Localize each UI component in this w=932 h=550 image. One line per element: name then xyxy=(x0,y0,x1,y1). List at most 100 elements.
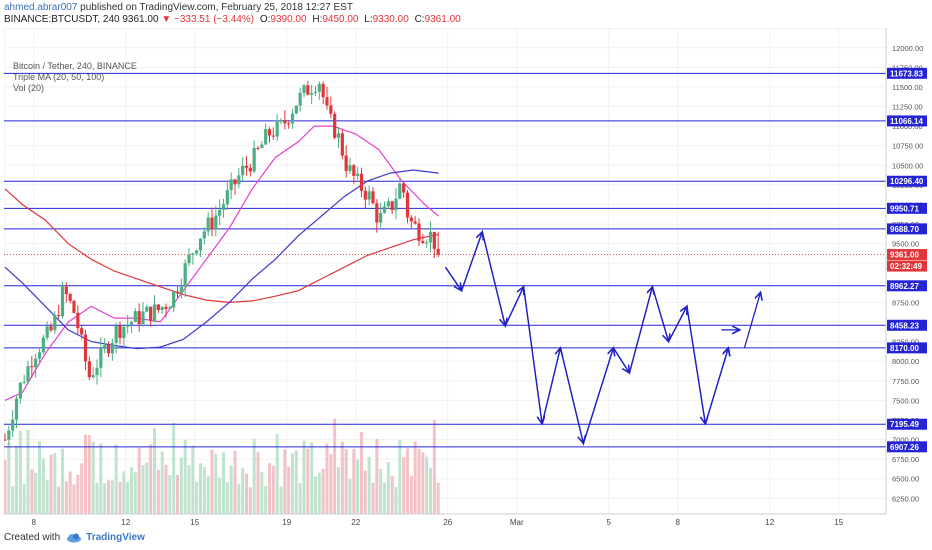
projection-segment xyxy=(559,347,583,444)
volume-bar xyxy=(245,473,248,514)
candle-body xyxy=(214,215,218,230)
volume-bar xyxy=(379,468,383,514)
candle-body xyxy=(129,321,134,325)
volume-bar xyxy=(30,469,34,514)
candle-body xyxy=(241,165,245,176)
candle-body xyxy=(18,382,22,399)
candle-body xyxy=(279,120,283,122)
footer: Created with TradingView xyxy=(4,532,145,543)
projection-segment xyxy=(444,266,461,291)
chart-legend: Bitcoin / Tether, 240, BINANCE Triple MA… xyxy=(13,61,137,94)
price-tick-label: 8000.00 xyxy=(892,357,919,366)
candle-body xyxy=(152,304,157,321)
volume-bar xyxy=(394,487,398,514)
candle-body xyxy=(145,306,149,312)
volume-bar xyxy=(222,452,225,514)
level-price-tag xyxy=(887,319,927,331)
volume-bar xyxy=(390,475,394,514)
projection-segment xyxy=(686,306,705,424)
price-chart[interactable]: 6250.006500.006750.007000.007250.007500.… xyxy=(4,28,928,528)
volume-bar xyxy=(306,448,310,514)
volume-bar xyxy=(413,441,417,514)
time-axis: 8 12 15 19 22 26 Mar 5 8 12 15 xyxy=(4,513,886,527)
candle-body xyxy=(106,345,111,354)
volume-bar xyxy=(183,439,187,514)
candle-body xyxy=(375,203,379,223)
candle-body xyxy=(83,334,88,362)
volume-bar xyxy=(383,482,386,514)
volume-bar xyxy=(195,482,199,514)
candle-body xyxy=(275,120,279,137)
volume-bar xyxy=(114,444,118,514)
candle-body xyxy=(260,144,264,148)
volume-bar xyxy=(298,483,302,514)
candle-body xyxy=(41,337,45,353)
projection-segment xyxy=(667,306,687,342)
candle-body xyxy=(172,291,176,308)
volume-bar xyxy=(206,476,210,514)
volume-bar xyxy=(371,482,375,514)
level-price-label: 7195.49 xyxy=(890,420,919,429)
price-tick-label: 11000.00 xyxy=(892,122,923,131)
tradingview-brand[interactable]: TradingView xyxy=(66,532,145,543)
candle-body xyxy=(7,430,11,440)
level-price-label: 6907.26 xyxy=(890,443,919,452)
volume-bar xyxy=(45,480,49,514)
projection-drawing xyxy=(444,229,760,446)
low-value: 9330.00 xyxy=(372,14,409,25)
candle-body xyxy=(379,212,383,223)
volume-bar xyxy=(367,456,371,514)
volume-bar xyxy=(103,483,107,514)
volume-bar xyxy=(344,449,348,514)
candle-body xyxy=(248,167,252,172)
candle-body xyxy=(432,231,436,249)
volume-bar xyxy=(225,482,229,514)
volume-bar xyxy=(271,465,275,514)
volume-bar xyxy=(199,463,202,514)
candle-body xyxy=(363,190,367,200)
last-price-label: 9361.00 xyxy=(890,251,919,260)
candle-body xyxy=(114,325,118,343)
chart-frame[interactable]: 6250.006500.006750.007000.007250.007500.… xyxy=(4,28,928,528)
author-link[interactable]: ahmed.abrar007 xyxy=(4,2,78,13)
projection-segment xyxy=(481,231,505,326)
last-price-tag xyxy=(887,249,927,261)
candle-body xyxy=(34,358,38,368)
created-with-text: Created with xyxy=(4,532,61,543)
volume-bar xyxy=(356,459,360,514)
publish-header: ahmed.abrar007 published on TradingView.… xyxy=(4,2,353,13)
volume-bar xyxy=(53,453,57,514)
candle-body xyxy=(306,85,310,95)
volume-bar xyxy=(375,438,379,514)
volume-bar xyxy=(145,462,149,514)
projection-segment xyxy=(541,348,560,425)
volume-bar xyxy=(283,449,287,514)
last-price-value: 9361.00 xyxy=(122,14,159,25)
level-price-label: 9950.71 xyxy=(890,204,919,213)
time-tick-label: 15 xyxy=(834,518,843,527)
price-tick-label: 11250.00 xyxy=(892,103,923,112)
candle-body xyxy=(26,366,30,383)
volume-bar xyxy=(95,482,99,514)
volume-bar xyxy=(337,467,340,514)
volume-bar xyxy=(4,459,7,514)
volume-bar xyxy=(38,441,41,514)
candle-body xyxy=(287,123,291,125)
volume-bar xyxy=(76,474,80,514)
candle-body xyxy=(68,294,72,301)
volume-bar xyxy=(176,474,179,514)
candle-body xyxy=(325,97,329,106)
candle-body xyxy=(290,113,295,124)
volume-bar xyxy=(237,484,241,514)
candle-body xyxy=(168,307,172,309)
volume-bar xyxy=(160,451,164,514)
time-tick-label: 26 xyxy=(443,518,452,527)
candle-body xyxy=(218,209,222,216)
volume-bar xyxy=(406,448,409,514)
candle-body xyxy=(398,183,402,199)
down-arrow-icon: ▼ xyxy=(161,14,172,25)
open-label: O: xyxy=(259,14,271,25)
volume-bar xyxy=(321,468,325,514)
level-price-label: 9688.70 xyxy=(890,225,919,234)
candle-body xyxy=(87,361,91,378)
